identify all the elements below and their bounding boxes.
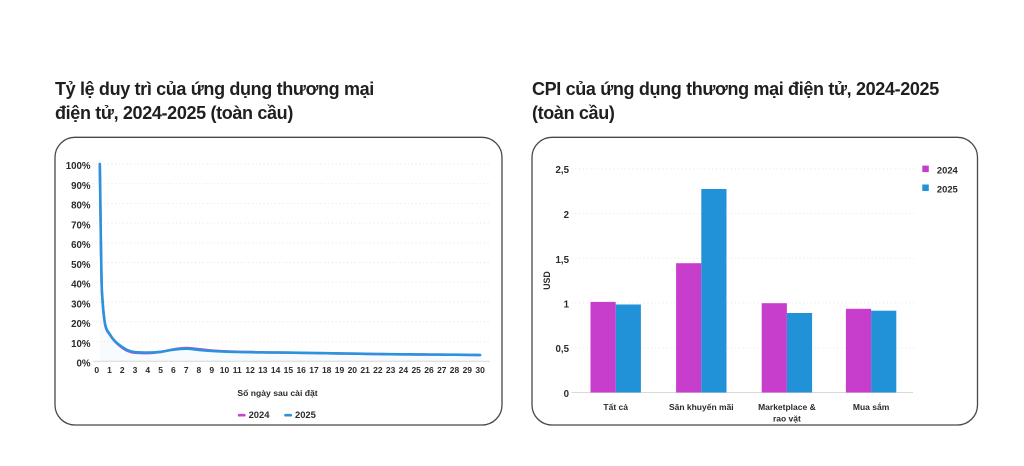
svg-text:22: 22	[373, 365, 383, 375]
svg-text:20: 20	[348, 365, 358, 375]
svg-text:11: 11	[233, 365, 242, 375]
svg-text:Tất cả: Tất cả	[603, 402, 628, 412]
svg-text:USD: USD	[542, 271, 552, 290]
svg-text:50%: 50%	[71, 260, 91, 271]
svg-text:19: 19	[335, 365, 345, 375]
svg-text:27: 27	[437, 365, 447, 375]
svg-text:80%: 80%	[71, 201, 91, 212]
svg-text:Số ngày sau cài đặt: Số ngày sau cài đặt	[237, 388, 317, 398]
svg-text:26: 26	[424, 365, 434, 375]
svg-text:16: 16	[296, 365, 306, 375]
svg-text:2: 2	[120, 365, 125, 375]
svg-text:24: 24	[399, 365, 409, 375]
svg-text:17: 17	[309, 365, 319, 375]
svg-text:2025: 2025	[295, 409, 316, 420]
svg-text:10%: 10%	[71, 339, 91, 350]
svg-text:30: 30	[475, 365, 485, 375]
svg-text:5: 5	[158, 365, 163, 375]
svg-text:12: 12	[245, 365, 255, 375]
svg-text:29: 29	[463, 365, 473, 375]
svg-text:2024: 2024	[249, 409, 271, 420]
svg-text:14: 14	[271, 365, 281, 375]
svg-text:0%: 0%	[76, 359, 90, 370]
svg-text:90%: 90%	[71, 181, 91, 192]
svg-text:7: 7	[184, 365, 189, 375]
svg-text:1: 1	[564, 300, 570, 311]
svg-text:0: 0	[564, 389, 569, 400]
svg-text:8: 8	[197, 365, 202, 375]
svg-text:13: 13	[258, 365, 268, 375]
svg-text:2,5: 2,5	[556, 165, 570, 176]
svg-text:Mua sắm: Mua sắm	[853, 401, 890, 412]
svg-text:3: 3	[133, 365, 138, 375]
svg-text:0,5: 0,5	[556, 344, 570, 355]
svg-text:2: 2	[564, 210, 569, 221]
svg-text:2025: 2025	[937, 183, 958, 194]
svg-text:0: 0	[94, 365, 99, 375]
svg-text:25: 25	[411, 365, 421, 375]
svg-text:1,5: 1,5	[556, 255, 570, 266]
svg-text:100%: 100%	[66, 161, 91, 172]
svg-text:4: 4	[145, 365, 150, 375]
svg-text:21: 21	[360, 365, 370, 375]
svg-text:rao vặt: rao vặt	[773, 414, 801, 424]
svg-text:18: 18	[322, 365, 332, 375]
svg-text:2024: 2024	[937, 165, 959, 176]
svg-text:23: 23	[386, 365, 396, 375]
svg-text:1: 1	[107, 365, 112, 375]
svg-text:28: 28	[450, 365, 460, 375]
svg-text:6: 6	[171, 365, 176, 375]
svg-text:40%: 40%	[71, 280, 91, 291]
svg-text:20%: 20%	[71, 319, 91, 330]
svg-text:60%: 60%	[71, 240, 91, 251]
svg-text:10: 10	[220, 365, 230, 375]
svg-text:70%: 70%	[71, 220, 91, 231]
svg-text:30%: 30%	[71, 299, 91, 310]
svg-text:15: 15	[284, 365, 294, 375]
svg-text:Marketplace &: Marketplace &	[758, 402, 816, 412]
svg-text:9: 9	[209, 365, 214, 375]
svg-text:Săn khuyến mãi: Săn khuyến mãi	[669, 402, 734, 412]
